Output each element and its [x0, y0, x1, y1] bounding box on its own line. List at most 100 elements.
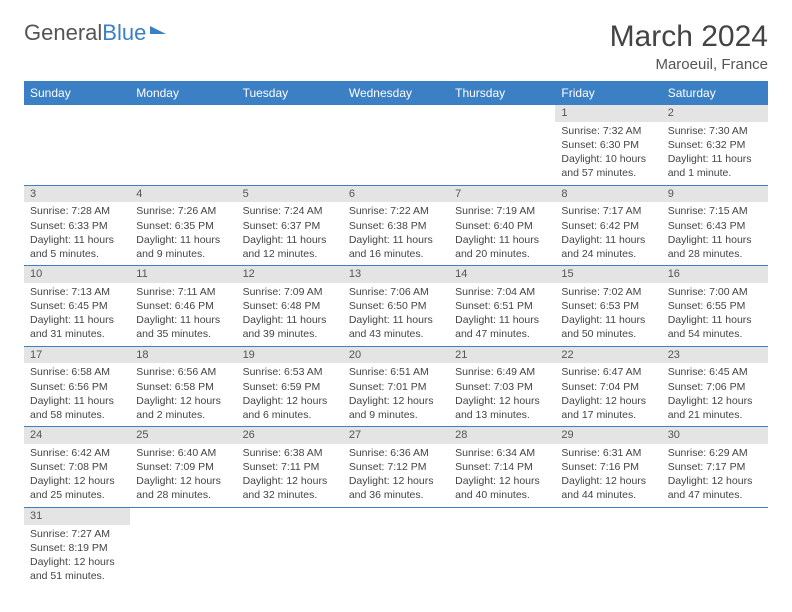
sunrise-text: Sunrise: 7:19 AM: [455, 204, 549, 218]
day-number: 28: [449, 427, 555, 444]
sunset-text: Sunset: 6:30 PM: [561, 138, 655, 152]
day-number: 9: [662, 186, 768, 203]
day-details: Sunrise: 6:58 AMSunset: 6:56 PMDaylight:…: [24, 363, 130, 426]
calendar-cell: 11Sunrise: 7:11 AMSunset: 6:46 PMDayligh…: [130, 266, 236, 347]
calendar-cell: 15Sunrise: 7:02 AMSunset: 6:53 PMDayligh…: [555, 266, 661, 347]
daylight-text: Daylight: 11 hours and 9 minutes.: [136, 233, 230, 261]
sunset-text: Sunset: 7:14 PM: [455, 460, 549, 474]
sunrise-text: Sunrise: 7:13 AM: [30, 285, 124, 299]
calendar-cell: 4Sunrise: 7:26 AMSunset: 6:35 PMDaylight…: [130, 185, 236, 266]
sunset-text: Sunset: 6:50 PM: [349, 299, 443, 313]
sunset-text: Sunset: 6:48 PM: [243, 299, 337, 313]
calendar-cell: 18Sunrise: 6:56 AMSunset: 6:58 PMDayligh…: [130, 346, 236, 427]
sunset-text: Sunset: 6:58 PM: [136, 380, 230, 394]
daylight-text: Daylight: 11 hours and 31 minutes.: [30, 313, 124, 341]
logo-flag-icon: [148, 24, 170, 42]
daylight-text: Daylight: 12 hours and 32 minutes.: [243, 474, 337, 502]
sunset-text: Sunset: 6:35 PM: [136, 219, 230, 233]
day-header: Thursday: [449, 81, 555, 105]
daylight-text: Daylight: 11 hours and 24 minutes.: [561, 233, 655, 261]
logo: GeneralBlue: [24, 20, 170, 46]
sunrise-text: Sunrise: 6:42 AM: [30, 446, 124, 460]
sunrise-text: Sunrise: 7:04 AM: [455, 285, 549, 299]
day-header: Tuesday: [237, 81, 343, 105]
day-details: Sunrise: 7:26 AMSunset: 6:35 PMDaylight:…: [130, 202, 236, 265]
calendar-cell: 1Sunrise: 7:32 AMSunset: 6:30 PMDaylight…: [555, 105, 661, 185]
sunrise-text: Sunrise: 6:31 AM: [561, 446, 655, 460]
calendar-cell: 17Sunrise: 6:58 AMSunset: 6:56 PMDayligh…: [24, 346, 130, 427]
calendar-cell: [449, 507, 555, 587]
day-details: Sunrise: 6:49 AMSunset: 7:03 PMDaylight:…: [449, 363, 555, 426]
daylight-text: Daylight: 12 hours and 9 minutes.: [349, 394, 443, 422]
daylight-text: Daylight: 11 hours and 20 minutes.: [455, 233, 549, 261]
calendar-cell: 8Sunrise: 7:17 AMSunset: 6:42 PMDaylight…: [555, 185, 661, 266]
day-details: Sunrise: 6:42 AMSunset: 7:08 PMDaylight:…: [24, 444, 130, 507]
calendar-cell: 14Sunrise: 7:04 AMSunset: 6:51 PMDayligh…: [449, 266, 555, 347]
calendar-cell: [555, 507, 661, 587]
calendar-cell: 30Sunrise: 6:29 AMSunset: 7:17 PMDayligh…: [662, 427, 768, 508]
day-number: 22: [555, 347, 661, 364]
calendar-cell: 3Sunrise: 7:28 AMSunset: 6:33 PMDaylight…: [24, 185, 130, 266]
day-header-row: Sunday Monday Tuesday Wednesday Thursday…: [24, 81, 768, 105]
calendar-week-row: 3Sunrise: 7:28 AMSunset: 6:33 PMDaylight…: [24, 185, 768, 266]
day-details: Sunrise: 6:34 AMSunset: 7:14 PMDaylight:…: [449, 444, 555, 507]
daylight-text: Daylight: 11 hours and 1 minute.: [668, 152, 762, 180]
daylight-text: Daylight: 10 hours and 57 minutes.: [561, 152, 655, 180]
day-details: Sunrise: 6:38 AMSunset: 7:11 PMDaylight:…: [237, 444, 343, 507]
page-title: March 2024: [610, 20, 768, 54]
sunset-text: Sunset: 6:37 PM: [243, 219, 337, 233]
sunset-text: Sunset: 7:17 PM: [668, 460, 762, 474]
calendar-cell: 2Sunrise: 7:30 AMSunset: 6:32 PMDaylight…: [662, 105, 768, 185]
sunrise-text: Sunrise: 7:24 AM: [243, 204, 337, 218]
daylight-text: Daylight: 12 hours and 13 minutes.: [455, 394, 549, 422]
calendar-cell: [662, 507, 768, 587]
calendar-table: Sunday Monday Tuesday Wednesday Thursday…: [24, 81, 768, 587]
daylight-text: Daylight: 11 hours and 54 minutes.: [668, 313, 762, 341]
calendar-cell: [343, 105, 449, 185]
sunrise-text: Sunrise: 6:45 AM: [668, 365, 762, 379]
daylight-text: Daylight: 12 hours and 28 minutes.: [136, 474, 230, 502]
sunset-text: Sunset: 7:12 PM: [349, 460, 443, 474]
calendar-week-row: 1Sunrise: 7:32 AMSunset: 6:30 PMDaylight…: [24, 105, 768, 185]
day-number: 15: [555, 266, 661, 283]
day-details: Sunrise: 7:19 AMSunset: 6:40 PMDaylight:…: [449, 202, 555, 265]
calendar-week-row: 24Sunrise: 6:42 AMSunset: 7:08 PMDayligh…: [24, 427, 768, 508]
day-number: 14: [449, 266, 555, 283]
daylight-text: Daylight: 11 hours and 58 minutes.: [30, 394, 124, 422]
sunrise-text: Sunrise: 7:28 AM: [30, 204, 124, 218]
day-details: Sunrise: 6:29 AMSunset: 7:17 PMDaylight:…: [662, 444, 768, 507]
sunset-text: Sunset: 6:40 PM: [455, 219, 549, 233]
calendar-cell: 13Sunrise: 7:06 AMSunset: 6:50 PMDayligh…: [343, 266, 449, 347]
sunset-text: Sunset: 7:01 PM: [349, 380, 443, 394]
day-details: Sunrise: 6:53 AMSunset: 6:59 PMDaylight:…: [237, 363, 343, 426]
day-number: 12: [237, 266, 343, 283]
sunrise-text: Sunrise: 7:06 AM: [349, 285, 443, 299]
day-details: Sunrise: 6:40 AMSunset: 7:09 PMDaylight:…: [130, 444, 236, 507]
calendar-cell: 5Sunrise: 7:24 AMSunset: 6:37 PMDaylight…: [237, 185, 343, 266]
calendar-cell: [237, 507, 343, 587]
sunset-text: Sunset: 7:11 PM: [243, 460, 337, 474]
daylight-text: Daylight: 12 hours and 47 minutes.: [668, 474, 762, 502]
sunrise-text: Sunrise: 7:09 AM: [243, 285, 337, 299]
sunset-text: Sunset: 6:55 PM: [668, 299, 762, 313]
calendar-cell: 22Sunrise: 6:47 AMSunset: 7:04 PMDayligh…: [555, 346, 661, 427]
daylight-text: Daylight: 11 hours and 28 minutes.: [668, 233, 762, 261]
day-details: Sunrise: 6:47 AMSunset: 7:04 PMDaylight:…: [555, 363, 661, 426]
sunset-text: Sunset: 6:56 PM: [30, 380, 124, 394]
sunrise-text: Sunrise: 6:38 AM: [243, 446, 337, 460]
daylight-text: Daylight: 11 hours and 5 minutes.: [30, 233, 124, 261]
day-details: Sunrise: 7:09 AMSunset: 6:48 PMDaylight:…: [237, 283, 343, 346]
sunrise-text: Sunrise: 6:47 AM: [561, 365, 655, 379]
daylight-text: Daylight: 12 hours and 2 minutes.: [136, 394, 230, 422]
day-number: 19: [237, 347, 343, 364]
sunset-text: Sunset: 7:06 PM: [668, 380, 762, 394]
calendar-cell: 12Sunrise: 7:09 AMSunset: 6:48 PMDayligh…: [237, 266, 343, 347]
day-details: Sunrise: 7:24 AMSunset: 6:37 PMDaylight:…: [237, 202, 343, 265]
day-number: 5: [237, 186, 343, 203]
sunset-text: Sunset: 7:04 PM: [561, 380, 655, 394]
day-details: Sunrise: 7:30 AMSunset: 6:32 PMDaylight:…: [662, 122, 768, 185]
sunrise-text: Sunrise: 7:30 AM: [668, 124, 762, 138]
daylight-text: Daylight: 11 hours and 43 minutes.: [349, 313, 443, 341]
day-number: 7: [449, 186, 555, 203]
sunrise-text: Sunrise: 7:27 AM: [30, 527, 124, 541]
